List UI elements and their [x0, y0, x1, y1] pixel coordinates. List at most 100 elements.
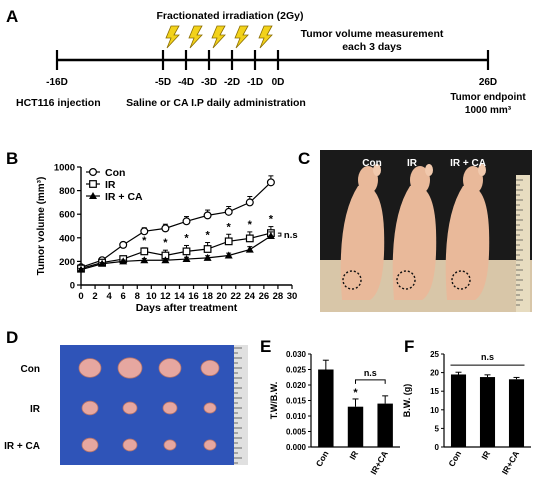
- x-tick-label: 10: [146, 291, 157, 302]
- significance-star: *: [248, 219, 253, 231]
- significance-star: *: [205, 230, 210, 242]
- panel-label-c: C: [298, 149, 310, 168]
- lightning-bolt-icon: [258, 25, 273, 49]
- mouse-ear: [373, 164, 381, 176]
- series-ir-ca: [77, 231, 275, 273]
- data-point-ir-ca: [245, 245, 254, 253]
- ruler: [516, 175, 530, 312]
- tumor: [122, 401, 138, 415]
- lightning-bolt-icon: [234, 25, 249, 49]
- timeline-tick-label: 26D: [479, 77, 497, 88]
- legend-label: IR: [105, 179, 116, 191]
- legend-label: Con: [105, 167, 125, 179]
- panel-label-d: D: [6, 328, 18, 347]
- x-tick-label: 2: [92, 291, 97, 302]
- significance-star: *: [353, 387, 358, 399]
- endpoint-label-line1: Tumor endpoint: [450, 92, 526, 103]
- timeline-tick-label: -1D: [247, 77, 263, 88]
- x-tick-label: 0: [78, 291, 83, 302]
- administration-label: Saline or CA I.P daily administration: [126, 97, 306, 109]
- data-point-ir: [89, 180, 97, 188]
- y-tick-label: 800: [59, 186, 75, 197]
- tumor-circle: [396, 270, 416, 290]
- data-point-con: [182, 217, 191, 226]
- data-point-con: [224, 207, 233, 216]
- y-tick-label: 0.015: [286, 397, 307, 406]
- timeline-tick-label: -16D: [46, 77, 68, 88]
- measurement-title-line1: Tumor volume measurement: [301, 28, 444, 40]
- y-tick-label: 0.010: [286, 412, 307, 421]
- mouse-group-label: IR: [407, 158, 418, 169]
- tumor: [158, 358, 182, 378]
- data-point-ir-ca: [140, 256, 149, 264]
- y-axis-label: T.W/B.W.: [269, 382, 279, 420]
- significance-star: *: [227, 221, 232, 233]
- bar: [347, 406, 364, 447]
- x-tick-label: 30: [287, 291, 298, 302]
- y-axis-label: Tumor volume (mm³): [36, 177, 47, 276]
- legend-label: IR + CA: [105, 191, 143, 203]
- timeline-tick-label: -2D: [224, 77, 240, 88]
- x-tick-label: IR+CA: [500, 449, 522, 476]
- timeline-ticks: -16D -5D -4D -3D -2D -1D 0D 26D: [46, 50, 497, 88]
- data-point-con: [88, 168, 97, 177]
- tumor: [203, 402, 217, 414]
- x-tick-label: 4: [106, 291, 112, 302]
- x-tick-label: 8: [135, 291, 140, 302]
- data-point-ir: [245, 234, 254, 243]
- x-axis-label: Days after treatment: [136, 302, 238, 314]
- x-tick-label: 24: [245, 291, 256, 302]
- y-tick-label: 25: [430, 350, 439, 359]
- mouse-body: [392, 185, 437, 300]
- ns-label: n.s: [481, 352, 494, 362]
- data-point-ir-ca: [89, 192, 97, 199]
- mouse-ear: [478, 164, 486, 176]
- y-tick-label: 15: [430, 387, 439, 396]
- y-tick-label: 10: [430, 406, 439, 415]
- x-tick-label: 16: [188, 291, 199, 302]
- timeline-tick-label: 0D: [272, 77, 285, 88]
- irradiation-title: Fractionated irradiation (2Gy): [156, 10, 303, 22]
- series-con: [76, 175, 275, 272]
- endpoint-label-line2: 1000 mm³: [465, 105, 512, 116]
- tumor-circle: [342, 270, 362, 290]
- mouse-group-label: IR + CA: [450, 158, 486, 169]
- data-point-ir-ca: [182, 255, 191, 263]
- panel-label-a: A: [6, 7, 18, 26]
- measurement-title-line2: each 3 days: [342, 41, 402, 53]
- tumor-row-label: IR: [30, 404, 41, 415]
- data-point-con: [119, 240, 128, 249]
- timeline-tick-label: -3D: [201, 77, 217, 88]
- y-tick-label: 0: [435, 443, 440, 452]
- x-tick-label: 28: [273, 291, 284, 302]
- data-point-con: [266, 178, 275, 187]
- bar: [318, 369, 334, 447]
- x-tick-label: 22: [230, 291, 241, 302]
- y-tick-label: 0.005: [286, 428, 307, 437]
- x-tick-label: 18: [202, 291, 213, 302]
- mouse-ear: [425, 164, 433, 176]
- data-point-con: [203, 211, 212, 220]
- y-tick-label: 20: [430, 369, 439, 378]
- panel-label-e: E: [260, 337, 271, 356]
- x-tick-label: Con: [314, 449, 331, 468]
- tumor: [78, 358, 102, 378]
- timeline-tick-label: -5D: [155, 77, 171, 88]
- tumor: [122, 438, 138, 452]
- mouse-photo: Con IR IR + CA: [320, 150, 532, 312]
- x-tick-label: IR+CA: [368, 449, 390, 476]
- data-point-ir: [203, 245, 212, 253]
- y-tick-label: 200: [59, 257, 75, 268]
- series-line: [80, 235, 272, 271]
- ns-bracket: [277, 232, 282, 237]
- tumor: [203, 439, 217, 451]
- data-point-ir-ca: [266, 232, 275, 240]
- mouse-group-label: Con: [362, 158, 381, 169]
- x-tick-label: IR: [347, 449, 360, 461]
- x-tick-label: IR: [479, 449, 492, 461]
- tumor-weight-ratio-chart: 0.000 0.005 0.010 0.015 0.020 0.025 0.030 T.W/B…: [269, 350, 400, 476]
- data-point-ir-ca: [161, 256, 170, 264]
- tumor: [163, 439, 177, 451]
